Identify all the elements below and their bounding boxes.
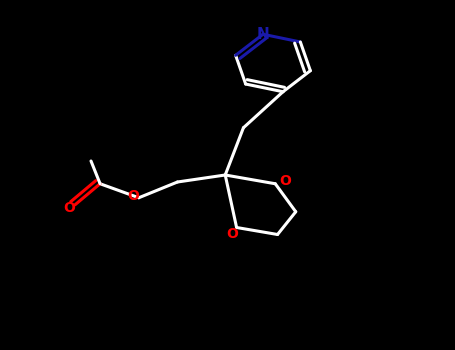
Text: O: O [279,174,291,188]
Text: O: O [226,227,238,241]
Text: O: O [64,201,76,215]
Text: O: O [127,189,139,203]
Text: N: N [257,27,269,42]
